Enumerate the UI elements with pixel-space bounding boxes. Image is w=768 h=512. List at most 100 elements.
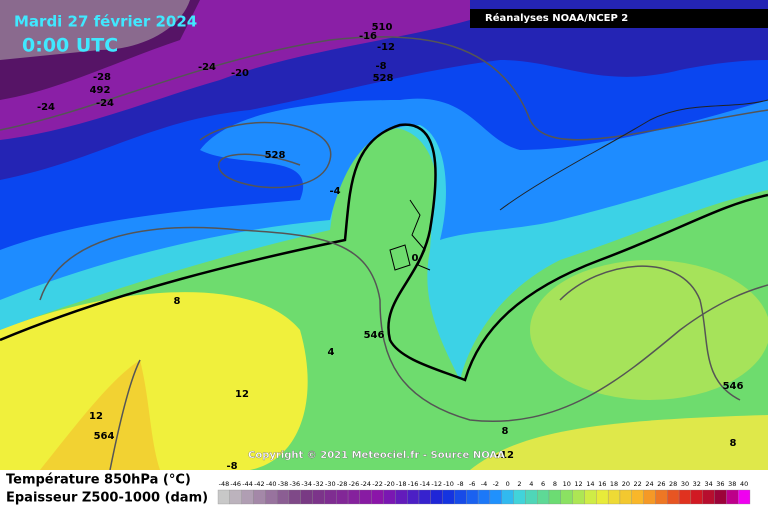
- scale-label: -4: [481, 480, 487, 488]
- scale-label: -44: [242, 480, 253, 488]
- temperature-legend: Température 850hPa (°C): [6, 473, 191, 488]
- contour-label: -20: [231, 68, 249, 79]
- contour-label: 12: [89, 411, 103, 422]
- contours: [0, 36, 768, 471]
- scale-label: -8: [457, 480, 463, 488]
- scale-cell: [253, 489, 266, 505]
- scale-label: 6: [541, 480, 545, 488]
- scale-cell: [395, 489, 408, 505]
- scale-cell: [738, 489, 751, 505]
- contour-label: 8: [730, 438, 737, 449]
- scale-cell: [631, 489, 644, 505]
- scale-cell: [265, 489, 278, 505]
- scale-label: -30: [325, 480, 336, 488]
- scale-label: -12: [431, 480, 442, 488]
- scale-label: 4: [529, 480, 533, 488]
- scale-cell: [418, 489, 431, 505]
- scale-label: -26: [349, 480, 360, 488]
- copyright: Copyright © 2021 Meteociel.fr - Source N…: [248, 450, 505, 461]
- contour-label: 4: [328, 347, 335, 358]
- scale-cell: [217, 489, 230, 505]
- scale-cell: [359, 489, 372, 505]
- scale-cell: [572, 489, 585, 505]
- thickness-legend: Epaisseur Z500-1000 (dam): [6, 491, 208, 506]
- scale-cell: [442, 489, 455, 505]
- scale-label: -2: [493, 480, 499, 488]
- contour-label: 546: [723, 381, 744, 392]
- source: Réanalyses NOAA/NCEP 2: [485, 12, 628, 24]
- scale-label: 0: [506, 480, 510, 488]
- contour-label: -12: [377, 42, 395, 53]
- scale-label: -10: [443, 480, 454, 488]
- scale-cell: [466, 489, 479, 505]
- contour-label: -4: [329, 186, 340, 197]
- scale-cell: [702, 489, 715, 505]
- scale-cell: [667, 489, 680, 505]
- scale-label: 16: [598, 480, 606, 488]
- scale-cell: [643, 489, 656, 505]
- contour-label: 492: [90, 85, 111, 96]
- scale-label: 10: [563, 480, 571, 488]
- scale-cell: [726, 489, 739, 505]
- scale-label: 2: [517, 480, 521, 488]
- contour-label: 528: [373, 73, 394, 84]
- scale-cell: [678, 489, 692, 505]
- scale-label: 24: [645, 480, 653, 488]
- scale-cell: [383, 489, 396, 505]
- contour-label: 12: [235, 389, 249, 400]
- source-box: [470, 9, 768, 28]
- scale-cell: [300, 489, 313, 505]
- scale-cell: [513, 489, 526, 505]
- scale-cell: [525, 489, 538, 505]
- scale-cell: [430, 489, 443, 505]
- scale-label: 18: [610, 480, 618, 488]
- scale-cell: [584, 489, 597, 505]
- scale-label: -28: [337, 480, 348, 488]
- scale-cell: [607, 489, 621, 505]
- scale-cell: [619, 489, 632, 505]
- contour-label: 8: [174, 296, 181, 307]
- scale-cell: [454, 489, 467, 505]
- scale-label: 32: [693, 480, 701, 488]
- scale-cell: [548, 489, 561, 505]
- scale-label: -38: [278, 480, 289, 488]
- scale-cell: [288, 489, 301, 505]
- scale-cell: [655, 489, 668, 505]
- scale-cell: [407, 489, 420, 505]
- scale-label: -22: [372, 480, 383, 488]
- scale-cell: [501, 489, 514, 505]
- scale-cell: [312, 489, 325, 505]
- map-background: [0, 0, 768, 470]
- scale-label: -34: [301, 480, 312, 488]
- scale-label: -18: [396, 480, 407, 488]
- scale-cell: [241, 489, 254, 505]
- scale-label: 14: [586, 480, 594, 488]
- scale-label: -42: [254, 480, 265, 488]
- scale-label: 36: [716, 480, 724, 488]
- contour-label: 546: [364, 330, 385, 341]
- scale-cell: [690, 489, 703, 505]
- scale-label: 8: [553, 480, 557, 488]
- contour-label: 0: [412, 253, 419, 264]
- contour-label: -24: [96, 98, 114, 109]
- scale-label: -36: [290, 480, 301, 488]
- contour-label: -24: [37, 102, 55, 113]
- scale-cell: [229, 489, 242, 505]
- scale-cell: [596, 489, 609, 505]
- contour-label: -12: [496, 450, 514, 461]
- contour-label: 8: [502, 426, 509, 437]
- scale-label: 20: [622, 480, 630, 488]
- scale-label: 28: [669, 480, 677, 488]
- scale-cell: [336, 489, 349, 505]
- scale-label: -40: [266, 480, 277, 488]
- contour-label: -8: [375, 61, 386, 72]
- color-scale: -48 -46 -44 -42 -40 -38 -36 -34 -32 -30 -28 -26 -24-…: [217, 480, 751, 505]
- contour-label: -28: [93, 72, 111, 83]
- scale-label: 26: [657, 480, 665, 488]
- scale-cell: [537, 489, 550, 505]
- time: 0:00 UTC: [22, 35, 118, 57]
- scale-cell: [324, 489, 337, 505]
- scale-label: 30: [681, 480, 689, 488]
